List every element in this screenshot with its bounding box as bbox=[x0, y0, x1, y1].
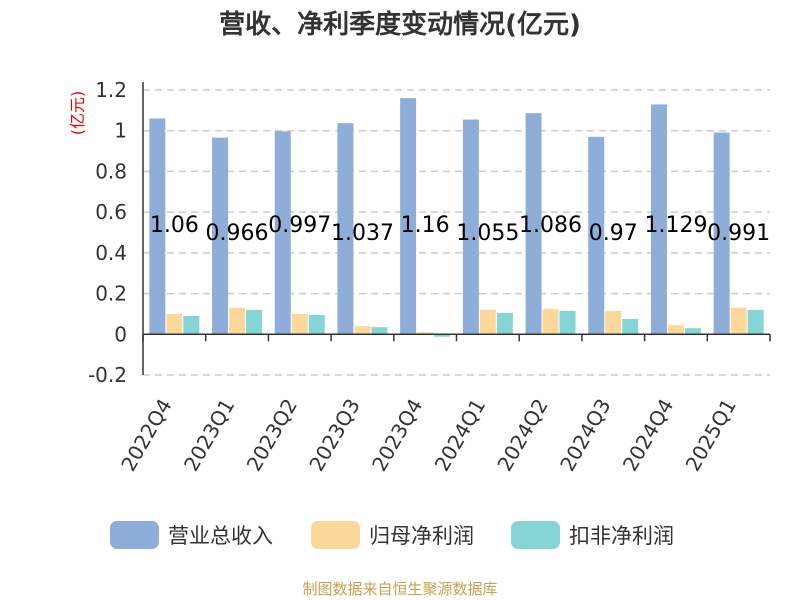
x-tick-label: 2025Q1 bbox=[681, 395, 741, 476]
legend-label-2: 归母净利润 bbox=[369, 524, 474, 548]
y-tick-label: 0 bbox=[114, 322, 127, 346]
y-tick-label: 1 bbox=[114, 119, 127, 143]
y-ticks: -0.2 0 0.2 0.4 0.6 0.8 1 1.2 bbox=[88, 78, 127, 387]
y-tick-label: 0.2 bbox=[95, 282, 127, 306]
x-tick-label: 2023Q1 bbox=[179, 395, 239, 476]
bar-series-2 bbox=[542, 308, 559, 335]
bar-series-1 bbox=[525, 113, 542, 335]
bar-series-2 bbox=[166, 313, 183, 335]
data-label: 0.991 bbox=[707, 221, 770, 246]
bar-series-1 bbox=[462, 119, 479, 335]
data-label: 0.97 bbox=[589, 221, 638, 246]
data-label: 1.086 bbox=[519, 213, 582, 238]
x-tick-label: 2024Q3 bbox=[555, 395, 615, 476]
data-labels: 1.06 0.966 0.997 1.037 1.16 1.055 1.086 0.97 1.1… bbox=[150, 213, 770, 246]
bar-series-3 bbox=[371, 327, 388, 335]
bar-series-2 bbox=[229, 307, 246, 335]
bar-series-3 bbox=[747, 309, 764, 335]
bar-series-1 bbox=[274, 131, 291, 335]
x-tick-label: 2023Q2 bbox=[242, 395, 302, 476]
source-note: 制图数据来自恒生聚源数据库 bbox=[302, 580, 497, 598]
x-tick-label: 2022Q4 bbox=[116, 395, 176, 476]
bar-series-2 bbox=[417, 332, 434, 335]
legend-label-3: 扣非净利润 bbox=[569, 524, 674, 548]
bar-series-3 bbox=[496, 312, 513, 335]
legend-swatch-2 bbox=[311, 521, 360, 549]
data-label: 1.129 bbox=[644, 213, 707, 238]
y-axis-label: (亿元) bbox=[68, 91, 87, 136]
data-label: 1.16 bbox=[401, 213, 450, 238]
x-tick-label: 2024Q4 bbox=[618, 395, 678, 476]
x-tick-label: 2024Q2 bbox=[492, 395, 552, 476]
bar-series-1 bbox=[713, 132, 730, 335]
y-tick-label: 0.8 bbox=[95, 159, 127, 183]
bar-series-3 bbox=[246, 309, 263, 335]
bar-series-1 bbox=[212, 137, 229, 335]
legend-label-1: 营业总收入 bbox=[168, 524, 273, 548]
bar-series-1 bbox=[337, 123, 354, 335]
y-tick-label: 0.4 bbox=[95, 241, 127, 265]
bar-series-2 bbox=[730, 307, 747, 335]
y-tick-label: -0.2 bbox=[88, 363, 127, 387]
bar-series-2 bbox=[605, 310, 622, 335]
data-label: 0.966 bbox=[206, 221, 269, 246]
data-label: 1.037 bbox=[331, 221, 394, 246]
bar-series-3 bbox=[183, 315, 200, 335]
bar-series-1 bbox=[650, 104, 667, 335]
x-tick-label: 2023Q3 bbox=[304, 395, 364, 476]
bar-series-1 bbox=[588, 136, 605, 335]
bar-series-3 bbox=[308, 314, 325, 335]
legend-swatch-3 bbox=[511, 521, 560, 549]
bar-series-3 bbox=[684, 328, 701, 335]
axes bbox=[142, 82, 771, 375]
data-label: 1.06 bbox=[150, 213, 199, 238]
bar-series-2 bbox=[479, 309, 496, 335]
x-ticks: 2022Q4 2023Q1 2023Q2 2023Q3 2023Q4 2024Q1 2024… bbox=[116, 394, 741, 475]
y-tick-label: 0.6 bbox=[95, 200, 127, 224]
bar-series-1 bbox=[400, 98, 417, 335]
legend-swatch-1 bbox=[110, 521, 159, 549]
chart-title: 营收、净利季度变动情况(亿元) bbox=[219, 9, 581, 40]
bar-series-3 bbox=[434, 334, 451, 337]
legend: 营业总收入 归母净利润 扣非净利润 bbox=[110, 521, 674, 549]
data-label: 0.997 bbox=[268, 213, 331, 238]
bar-series-3 bbox=[622, 319, 639, 335]
bar-series-1 bbox=[149, 118, 166, 335]
x-tick-label: 2023Q4 bbox=[367, 395, 427, 476]
bar-series-2 bbox=[291, 313, 308, 335]
data-label: 1.055 bbox=[456, 221, 519, 246]
bar-series-2 bbox=[354, 326, 371, 335]
bar-series-3 bbox=[559, 310, 576, 335]
y-tick-label: 1.2 bbox=[95, 78, 127, 102]
bars bbox=[149, 98, 764, 337]
x-tick-label: 2024Q1 bbox=[430, 394, 490, 475]
bar-series-2 bbox=[667, 325, 684, 335]
